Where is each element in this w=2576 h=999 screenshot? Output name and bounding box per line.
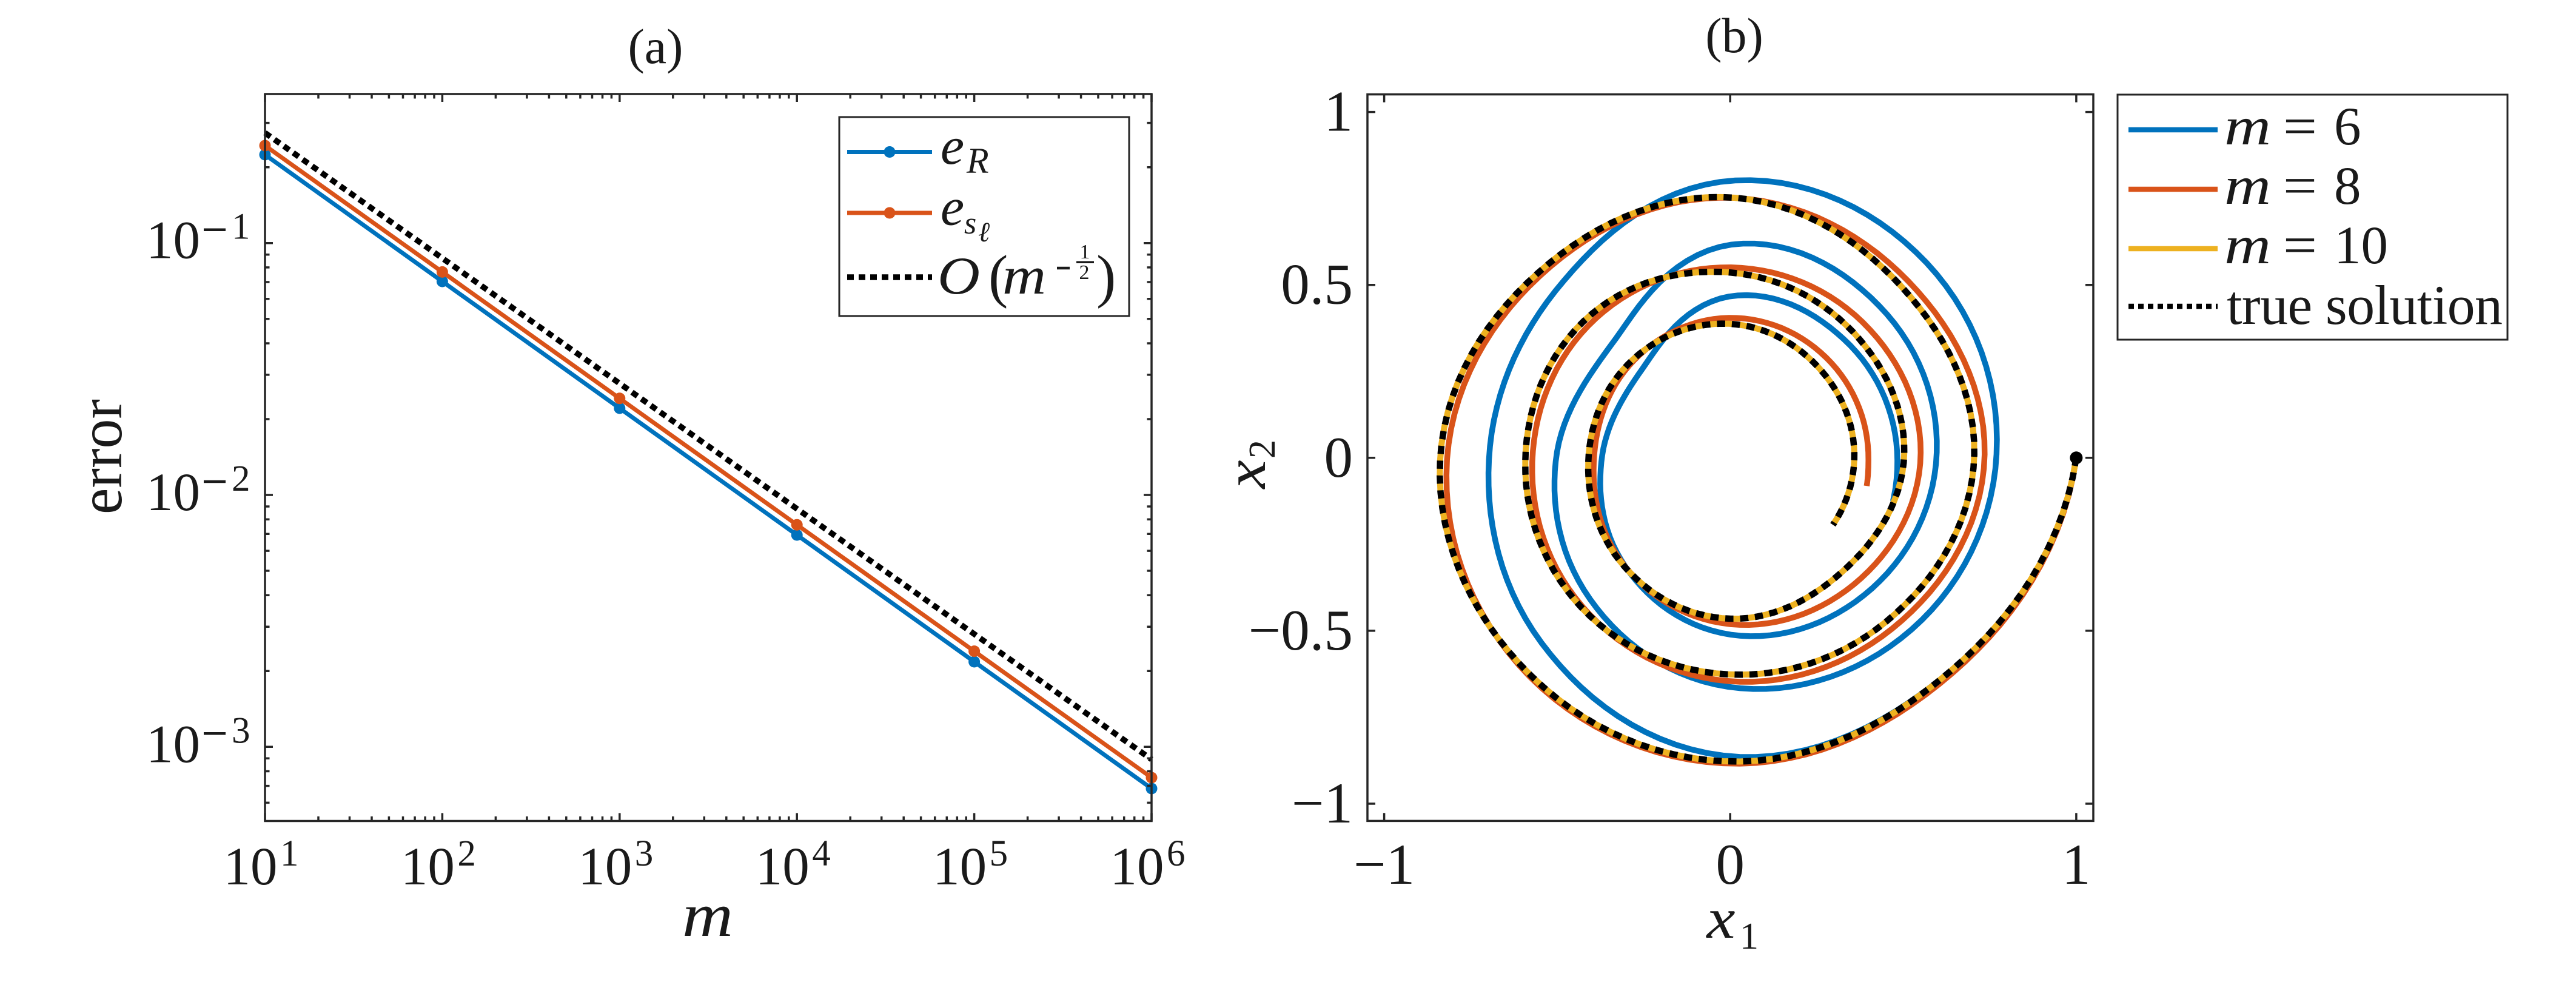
svg-text:3: 3 <box>635 833 654 874</box>
svg-text:R: R <box>966 141 989 181</box>
svg-text:=: = <box>2283 156 2317 216</box>
svg-text:(b): (b) <box>1705 8 1763 63</box>
svg-text:2: 2 <box>1079 261 1090 284</box>
svg-text:10: 10 <box>578 837 632 896</box>
svg-text:m: m <box>1002 247 1046 306</box>
svg-text:−1: −1 <box>1353 832 1415 896</box>
svg-text:s: s <box>964 206 976 241</box>
svg-text:e: e <box>941 117 964 176</box>
svg-text:1: 1 <box>1080 241 1090 263</box>
svg-text:10: 10 <box>933 837 987 896</box>
svg-text:true solution: true solution <box>2227 274 2503 336</box>
svg-text:1: 1 <box>1324 79 1353 144</box>
svg-text:10: 10 <box>146 463 200 522</box>
svg-text:m: m <box>2224 156 2271 216</box>
svg-text:1: 1 <box>280 833 299 874</box>
svg-text:=: = <box>2283 216 2317 275</box>
svg-text:1: 1 <box>2062 832 2091 896</box>
svg-text:4: 4 <box>812 833 831 874</box>
svg-text:=: = <box>2283 97 2317 156</box>
svg-text:6: 6 <box>1167 833 1186 874</box>
svg-text:): ) <box>1096 244 1116 309</box>
svg-text:6: 6 <box>2334 97 2361 156</box>
svg-text:−1: −1 <box>1292 771 1353 835</box>
svg-text:5: 5 <box>990 833 1008 874</box>
svg-text:e: e <box>941 178 964 237</box>
svg-text:error: error <box>67 399 135 514</box>
svg-text:−0.5: −0.5 <box>1249 598 1353 662</box>
svg-text:x: x <box>1213 460 1278 490</box>
svg-text:2: 2 <box>232 459 250 499</box>
svg-text:0: 0 <box>1716 832 1745 896</box>
svg-text:2: 2 <box>1242 440 1283 459</box>
svg-text:1: 1 <box>232 207 250 247</box>
svg-text:10: 10 <box>1110 837 1164 896</box>
svg-text:(: ( <box>988 244 1008 309</box>
svg-text:3: 3 <box>232 710 250 751</box>
svg-text:(a): (a) <box>628 19 683 74</box>
svg-text:m: m <box>2224 216 2271 275</box>
svg-text:10: 10 <box>2334 216 2388 275</box>
svg-text:2: 2 <box>457 833 476 874</box>
svg-text:O: O <box>937 247 980 306</box>
svg-text:0.5: 0.5 <box>1281 252 1353 317</box>
svg-text:10: 10 <box>756 837 810 896</box>
svg-text:10: 10 <box>401 837 455 896</box>
svg-text:ℓ: ℓ <box>978 217 990 247</box>
svg-text:m: m <box>2224 97 2271 156</box>
svg-text:m: m <box>682 881 733 950</box>
svg-text:x: x <box>1705 886 1735 950</box>
svg-text:8: 8 <box>2334 156 2361 216</box>
svg-text:0: 0 <box>1324 425 1353 489</box>
svg-text:1: 1 <box>1740 916 1759 957</box>
svg-text:10: 10 <box>146 211 200 271</box>
svg-text:10: 10 <box>224 837 278 896</box>
svg-text:10: 10 <box>146 715 200 774</box>
